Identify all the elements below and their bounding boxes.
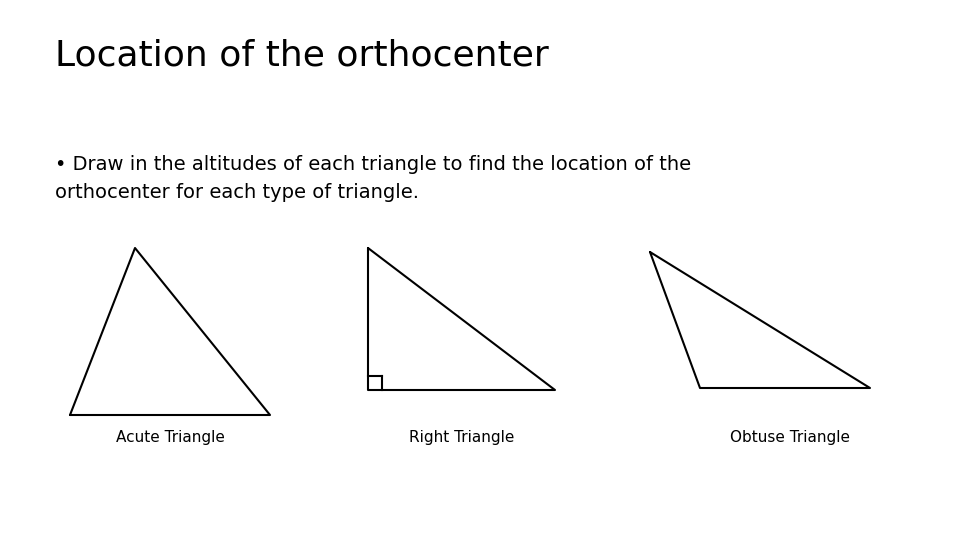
Text: Acute Triangle: Acute Triangle <box>115 430 225 445</box>
Text: Location of the orthocenter: Location of the orthocenter <box>55 38 549 72</box>
Text: Right Triangle: Right Triangle <box>409 430 515 445</box>
Text: Obtuse Triangle: Obtuse Triangle <box>730 430 850 445</box>
Text: • Draw in the altitudes of each triangle to find the location of the
orthocenter: • Draw in the altitudes of each triangle… <box>55 155 691 202</box>
